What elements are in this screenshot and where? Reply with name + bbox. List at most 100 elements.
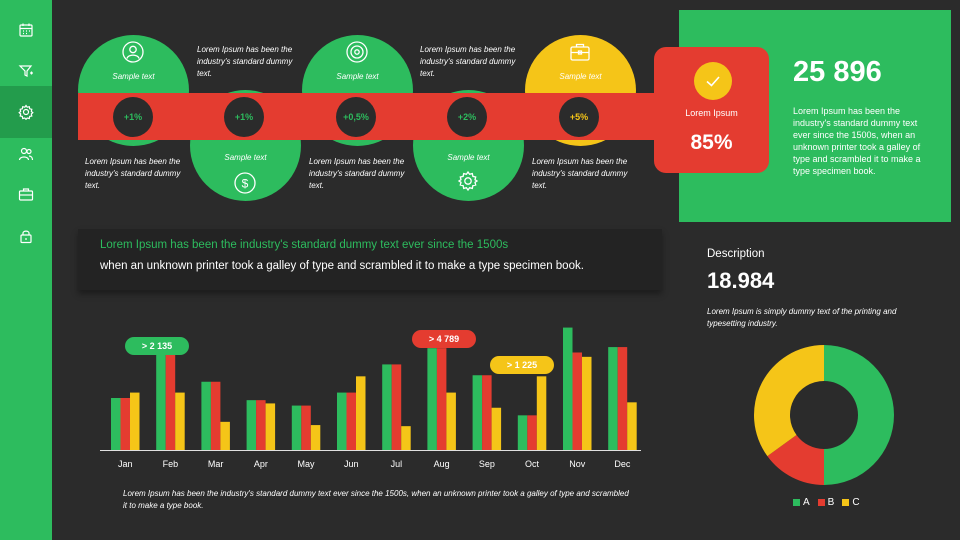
bar-dec-2 [617, 347, 628, 450]
dollar-icon: $ [234, 172, 256, 194]
sidebar-item-lock[interactable] [0, 217, 52, 255]
sidebar-item-settings[interactable] [0, 86, 52, 138]
month-label: Apr [253, 459, 268, 469]
month-label: Oct [525, 459, 540, 469]
bar-aug-2 [436, 348, 447, 450]
percent-badge: +1% [113, 97, 153, 137]
bar-dec-3 [627, 402, 637, 450]
users-icon [18, 147, 34, 161]
bar-sep-3 [491, 407, 502, 450]
filter-icon [18, 65, 33, 77]
svg-text:$: $ [242, 177, 249, 191]
bar-feb-3 [175, 392, 185, 450]
legend-item-a: A [793, 497, 810, 508]
donut-legend: A B C [793, 497, 860, 508]
legend-label: B [827, 497, 835, 508]
circle-label: Sample text [224, 153, 267, 162]
legend-swatch [842, 499, 850, 506]
legend-label: C [852, 497, 860, 508]
bar-apr-1 [246, 400, 257, 450]
bar-aug-3 [446, 392, 456, 450]
highlight-description: Lorem Ipsum has been the industry's stan… [793, 106, 921, 176]
bar-sep-1 [472, 375, 483, 450]
bar-jul-3 [401, 426, 411, 450]
legend-swatch [817, 499, 825, 506]
bar-nov-2 [572, 352, 582, 450]
month-label: Nov [569, 459, 586, 469]
description-title: Description [707, 248, 765, 260]
bar-aug-1 [427, 348, 437, 450]
big-number: 25 896 [793, 56, 882, 88]
circle-label: Sample text [336, 72, 379, 81]
donut-slice-b [767, 434, 824, 485]
value-pill: > 2 135 [125, 337, 189, 355]
check-icon [706, 76, 720, 87]
bar-may-1 [291, 405, 302, 450]
month-label: May [297, 459, 315, 469]
gear-icon [457, 170, 479, 192]
card-label: Lorem Ipsum [685, 108, 738, 118]
percent-badge: +1% [224, 97, 264, 137]
monthly-bar-chart [100, 327, 641, 451]
bar-apr-3 [265, 403, 276, 450]
banner-subline: when an unknown printer took a galley of… [100, 260, 584, 272]
month-label: Sep [478, 459, 495, 469]
bar-jan-3 [130, 392, 140, 450]
percent-badge: +0,5% [336, 97, 376, 137]
bar-jun-3 [356, 376, 366, 450]
gear-icon [18, 104, 34, 120]
description-text: Lorem Ipsum is simply dummy text of the … [707, 307, 897, 328]
timeline-text: Lorem Ipsum has been the industry's stan… [85, 157, 181, 190]
briefcase-icon [570, 43, 590, 61]
percent-card: Lorem Ipsum 85% [654, 47, 769, 173]
timeline-text: Lorem Ipsum has been the industry's stan… [532, 157, 628, 190]
target-icon [346, 41, 368, 63]
month-label: Dec [614, 459, 631, 469]
month-label: Jun [343, 459, 359, 469]
chart-caption: Lorem Ipsum has been the industry's stan… [123, 489, 629, 510]
legend-swatch [793, 499, 800, 506]
donut-chart [754, 345, 894, 485]
banner-headline: Lorem Ipsum has been the industry's stan… [100, 239, 509, 251]
timeline-text: Lorem Ipsum has been the industry's stan… [309, 157, 405, 190]
sidebar-item-calendar[interactable] [0, 11, 52, 49]
bar-mar-1 [201, 381, 211, 450]
percent-badge: +2% [447, 97, 487, 137]
month-label: Feb [162, 459, 179, 469]
calendar-icon [19, 23, 33, 37]
info-banner: Lorem Ipsum has been the industry's stan… [78, 229, 662, 290]
month-label: Mar [207, 459, 224, 469]
bar-jan-1 [111, 398, 121, 450]
month-label: Jan [117, 459, 133, 469]
donut-slice-a [824, 345, 894, 485]
bar-apr-2 [256, 400, 266, 450]
bar-nov-1 [563, 327, 573, 450]
month-label: Aug [433, 459, 450, 469]
bar-nov-3 [582, 356, 592, 450]
bar-dec-1 [608, 347, 618, 450]
bar-oct-1 [517, 415, 528, 450]
timeline-text: Lorem Ipsum has been the industry's stan… [420, 45, 516, 78]
timeline-text: Lorem Ipsum has been the industry's stan… [197, 45, 293, 78]
sidebar-item-filter[interactable] [0, 52, 52, 90]
bar-jul-1 [382, 364, 392, 450]
bar-mar-2 [210, 381, 221, 450]
sidebar-item-briefcase[interactable] [0, 175, 52, 213]
bar-feb-2 [165, 354, 176, 450]
value-pill: > 1 225 [490, 356, 554, 374]
circle-label: Sample text [112, 72, 155, 81]
legend-item-c: C [842, 497, 860, 508]
bar-oct-2 [527, 415, 537, 450]
sidebar-item-users[interactable] [0, 135, 52, 173]
circle-label: Sample text [447, 153, 490, 162]
description-number: 18.984 [707, 268, 775, 293]
card-percent: 85% [690, 131, 733, 154]
sidebar [0, 0, 52, 540]
bar-jun-2 [346, 392, 356, 450]
bar-mar-3 [220, 421, 230, 450]
user-icon [122, 41, 144, 63]
bar-feb-1 [156, 354, 166, 450]
value-pill: > 4 789 [412, 330, 476, 348]
circle-label: Sample text [559, 72, 602, 81]
bar-jan-2 [120, 398, 130, 450]
